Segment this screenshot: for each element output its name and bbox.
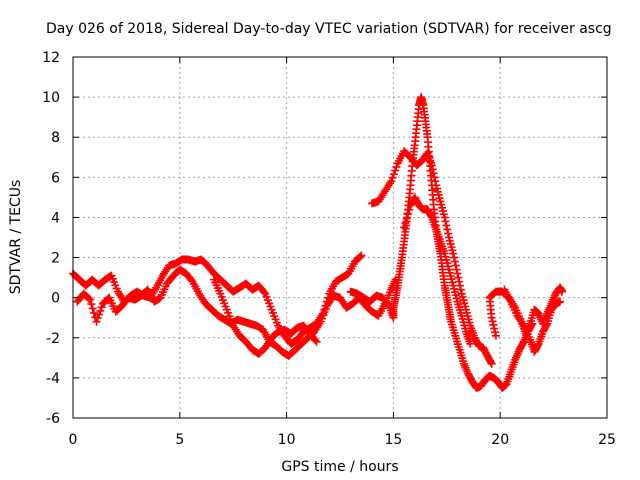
y-tick-label: 0 xyxy=(51,291,60,307)
data-point xyxy=(454,273,463,282)
data-point xyxy=(392,162,401,171)
data-point xyxy=(542,321,551,330)
data-point xyxy=(558,287,567,296)
data-point xyxy=(442,221,451,230)
data-point xyxy=(389,170,398,179)
data-point xyxy=(88,304,97,313)
series-track-h xyxy=(500,285,565,356)
grid-lines xyxy=(73,57,607,418)
y-tick-labels: -6 -4 -2 0 2 4 6 8 10 12 xyxy=(42,50,60,427)
data-point xyxy=(311,336,320,345)
data-point xyxy=(357,251,366,260)
data-point xyxy=(487,359,496,368)
series-track-b xyxy=(73,265,400,360)
x-tick-label: 10 xyxy=(278,432,296,448)
data-point xyxy=(466,339,475,348)
x-tick-label: 0 xyxy=(69,432,78,448)
data-point xyxy=(444,229,453,238)
data-point xyxy=(456,281,465,290)
data-point xyxy=(453,269,462,278)
chart-title: Day 026 of 2018, Sidereal Day-to-day VTE… xyxy=(46,21,612,37)
y-tick-label: 2 xyxy=(51,251,60,267)
data-point xyxy=(429,169,438,178)
y-axis-title: SDTVAR / TECUs xyxy=(8,180,24,295)
data-point xyxy=(491,328,500,337)
data-point xyxy=(451,261,460,270)
data-point xyxy=(500,381,509,390)
data-point xyxy=(388,173,397,182)
data-point xyxy=(491,331,500,340)
data-point xyxy=(86,295,95,304)
data-point xyxy=(427,161,436,170)
x-tick-labels: 0 5 10 15 20 25 xyxy=(69,432,616,448)
x-tick-label: 15 xyxy=(384,432,402,448)
data-point xyxy=(440,213,449,222)
series-track-c xyxy=(209,275,321,358)
data-marks xyxy=(69,93,567,392)
y-tick-label: -2 xyxy=(46,331,60,347)
x-tick-label: 25 xyxy=(598,432,616,448)
data-point xyxy=(486,358,495,367)
data-point xyxy=(92,317,101,326)
data-point xyxy=(556,297,565,306)
data-point xyxy=(391,166,400,175)
data-point xyxy=(441,217,450,226)
data-point xyxy=(449,249,458,258)
data-point xyxy=(96,306,105,315)
data-point xyxy=(401,219,410,228)
data-point xyxy=(450,257,459,266)
series-track-e xyxy=(368,147,496,368)
y-tick-label: 10 xyxy=(42,90,60,106)
x-tick-label: 20 xyxy=(491,432,509,448)
data-point xyxy=(431,177,440,186)
data-point xyxy=(533,341,542,350)
data-point xyxy=(452,265,461,274)
data-point xyxy=(95,310,104,319)
data-point xyxy=(450,253,459,262)
data-point xyxy=(518,339,527,348)
data-point xyxy=(259,288,268,297)
y-tick-label: 12 xyxy=(42,50,60,66)
data-point xyxy=(187,276,196,285)
x-axis-title: GPS time / hours xyxy=(281,459,398,475)
y-tick-label: 4 xyxy=(51,210,60,226)
data-point xyxy=(426,211,435,220)
data-point xyxy=(430,173,439,182)
x-tick-label: 5 xyxy=(175,432,184,448)
series-track-d xyxy=(346,93,537,392)
y-tick-label: 6 xyxy=(51,170,60,186)
series-track-f xyxy=(400,193,475,348)
data-point xyxy=(490,324,499,333)
data-point xyxy=(489,320,498,329)
y-tick-label: -6 xyxy=(46,411,60,427)
y-tick-label: 8 xyxy=(51,130,60,146)
data-point xyxy=(84,294,93,303)
axis-ticks xyxy=(72,56,608,419)
y-tick-label: -4 xyxy=(46,371,60,387)
data-point xyxy=(403,210,412,219)
data-point xyxy=(405,205,414,214)
series-track-a xyxy=(69,251,366,348)
data-point xyxy=(400,223,409,232)
data-point xyxy=(312,337,321,346)
data-point xyxy=(89,308,98,317)
data-point xyxy=(356,252,365,261)
data-point xyxy=(456,285,465,294)
data-point xyxy=(87,300,96,309)
data-point xyxy=(93,314,102,323)
data-point xyxy=(488,317,497,326)
plot-frame xyxy=(72,56,608,419)
data-point xyxy=(402,214,411,223)
data-point xyxy=(97,303,106,312)
data-point xyxy=(455,277,464,286)
data-point xyxy=(428,165,437,174)
data-point xyxy=(387,177,396,186)
data-point xyxy=(443,225,452,234)
